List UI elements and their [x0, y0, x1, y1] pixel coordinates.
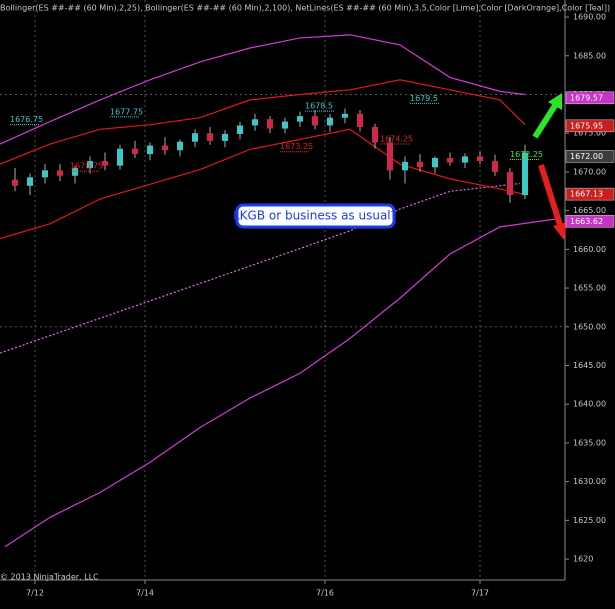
- candle-body: [87, 161, 93, 169]
- candle-body: [42, 170, 48, 178]
- price-marker: [565, 187, 615, 201]
- candle-body: [327, 117, 333, 126]
- candle-body: [477, 156, 483, 162]
- candle-body: [117, 148, 123, 166]
- y-tick-label: 1670.00: [573, 167, 606, 176]
- candle-body: [432, 157, 438, 168]
- band-line: [4, 218, 556, 548]
- candle-body: [222, 133, 228, 141]
- band-line: [0, 34, 526, 145]
- up-arrow: [532, 93, 562, 139]
- candle-body: [492, 161, 498, 172]
- candle-body: [237, 125, 243, 134]
- candle-body: [177, 141, 183, 151]
- price-marker-label: 1675.95: [570, 121, 603, 130]
- price-marker: [565, 150, 615, 163]
- candle-body: [147, 145, 153, 155]
- candle-body: [372, 126, 378, 143]
- x-tick-label: 7/12: [26, 589, 44, 598]
- candle-body: [192, 133, 198, 142]
- price-marker: [565, 91, 615, 105]
- level-label: 1677.75: [110, 107, 143, 116]
- copyright: © 2013 NinjaTrader, LLC: [0, 573, 99, 582]
- candle-body: [207, 133, 213, 141]
- price-marker-label: 1672.00: [570, 152, 603, 161]
- candle-body: [462, 156, 468, 163]
- candle-body: [132, 148, 138, 155]
- x-tick-label: 7/17: [471, 589, 489, 598]
- y-tick-label: 1675.00: [573, 129, 606, 138]
- candle-body: [102, 161, 108, 166]
- candle-body: [387, 142, 393, 171]
- y-tick-label: 1620: [573, 555, 593, 564]
- candle-body: [417, 161, 423, 168]
- x-tick-label: 7/14: [136, 589, 154, 598]
- candle-body: [57, 170, 63, 176]
- candle-body: [297, 116, 303, 122]
- x-tick-label: 7/16: [316, 589, 334, 598]
- y-tick-label: 1625.00: [573, 516, 606, 525]
- candle-body: [27, 177, 33, 186]
- candle-body: [357, 113, 363, 127]
- y-tick-label: 1630.00: [573, 477, 606, 486]
- y-tick-label: 1685.00: [573, 51, 606, 60]
- y-tick-label: 1635.00: [573, 438, 606, 447]
- y-tick-label: 1645.00: [573, 361, 606, 370]
- price-marker: [565, 215, 615, 228]
- level-label: 1670.75: [70, 162, 103, 171]
- candle-body: [507, 171, 513, 196]
- band-line: [0, 79, 526, 165]
- down-arrow: [538, 164, 567, 240]
- price-marker-label: 1667.13: [570, 190, 603, 199]
- level-label: 1673.25: [280, 142, 313, 151]
- candle-body: [342, 113, 348, 118]
- band-line: [0, 128, 526, 240]
- candle-body: [312, 116, 318, 126]
- candle-body: [402, 161, 408, 171]
- y-tick-label: 1665.00: [573, 206, 606, 215]
- price-marker-label: 1679.57: [570, 93, 603, 102]
- candle-body: [12, 179, 18, 186]
- level-label: 1674.25: [380, 134, 413, 143]
- candle-body: [447, 157, 453, 163]
- y-tick-label: 1650.00: [573, 322, 606, 331]
- candle-body: [522, 152, 528, 196]
- candle-body: [282, 121, 288, 129]
- y-tick-label: 1690.00: [573, 13, 606, 22]
- band-line: [0, 182, 521, 354]
- level-label: 1679.5: [410, 94, 438, 103]
- level-label: 1678.5: [305, 102, 333, 111]
- candle-body: [252, 119, 258, 126]
- level-label: 1672.25: [510, 150, 543, 159]
- y-tick-label: 1655.00: [573, 284, 606, 293]
- price-marker-label: 1663.62: [570, 217, 603, 226]
- annotation-text: LKGB or business as usual?: [233, 209, 397, 223]
- plot-area: 1676.75 1677.75 1678.5 1679.5 1670.75 1673.25…: [0, 0, 565, 580]
- annotation-box: [235, 203, 396, 229]
- candle-body: [72, 168, 78, 176]
- candle-body: [162, 145, 168, 151]
- price-marker: [565, 119, 615, 133]
- level-label: 1676.75: [10, 115, 43, 124]
- y-tick-label: 1660.00: [573, 245, 606, 254]
- candle-body: [267, 119, 273, 129]
- indicator-header: Bollinger(ES ##-## (60 Min),2,25), Bolli…: [0, 4, 610, 13]
- y-tick-label: 1640.00: [573, 400, 606, 409]
